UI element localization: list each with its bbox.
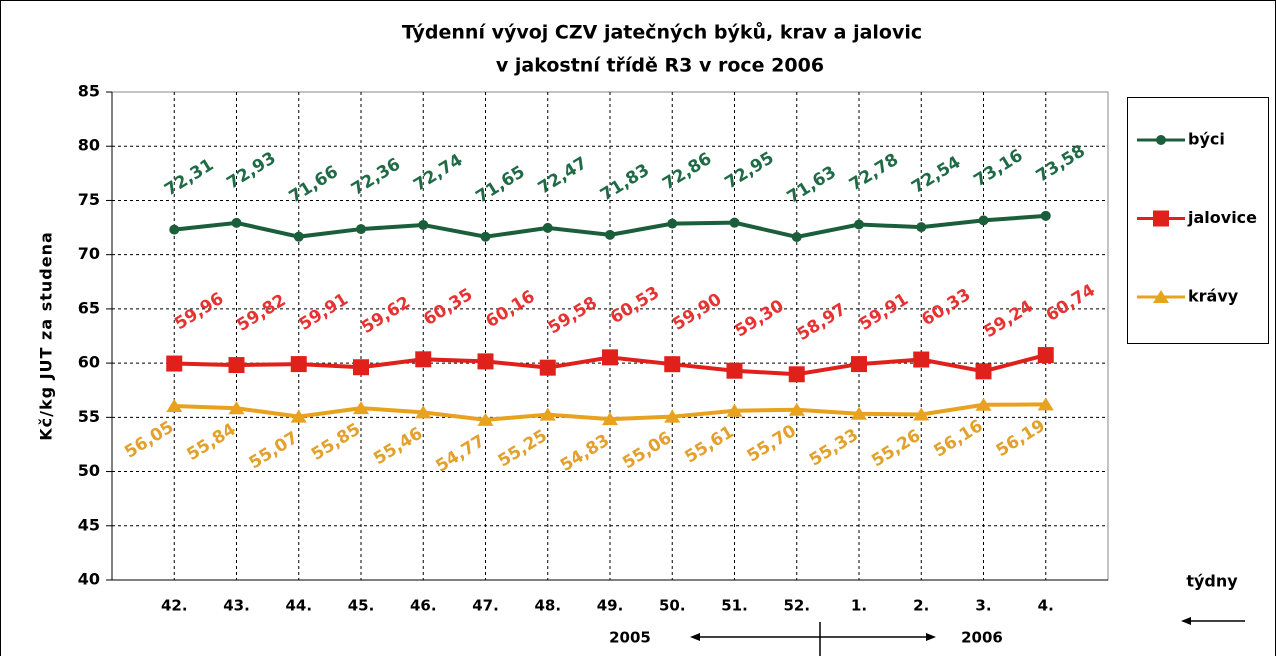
year-label: 2006	[961, 629, 1003, 647]
point	[1156, 135, 1166, 145]
point	[228, 357, 245, 374]
y-tick-label: 45	[78, 515, 100, 534]
point	[729, 217, 740, 228]
y-tick-label: 75	[78, 190, 100, 209]
point	[290, 356, 307, 373]
x-tick-label: 50.	[659, 597, 686, 615]
x-axis-label: týdny	[1186, 572, 1238, 591]
point	[854, 219, 864, 230]
point	[667, 218, 678, 229]
x-tick-label: 1.	[851, 597, 867, 615]
point	[975, 363, 992, 380]
point	[605, 229, 615, 240]
point	[664, 356, 681, 373]
x-tick-label: 48.	[534, 597, 561, 615]
legend	[1127, 97, 1269, 344]
point	[539, 407, 556, 421]
point	[664, 409, 681, 423]
y-tick-label: 60	[78, 353, 100, 372]
point	[415, 351, 432, 368]
point	[602, 412, 618, 426]
point	[166, 398, 183, 412]
point	[477, 353, 494, 370]
chart-title: Týdenní vývoj CZV jatečných býků, krav a…	[402, 21, 922, 44]
point	[290, 409, 307, 423]
year-label: 2005	[609, 629, 651, 647]
legend-label: býci	[1188, 130, 1225, 149]
point	[231, 217, 242, 228]
point	[169, 224, 180, 235]
y-axis-label: Kč/kg JUT za studena	[37, 231, 56, 441]
point	[1153, 290, 1169, 303]
point	[602, 349, 618, 366]
point	[353, 401, 369, 415]
point	[726, 362, 743, 379]
point	[228, 401, 245, 415]
point	[788, 366, 805, 383]
legend-label: jalovice	[1187, 208, 1257, 227]
x-tick-label: 42.	[161, 597, 188, 615]
point	[913, 351, 930, 368]
point	[293, 231, 304, 242]
y-tick-label: 50	[78, 461, 100, 480]
x-tick-label: 44.	[285, 597, 312, 615]
x-tick-label: 51.	[721, 597, 748, 615]
y-tick-label: 80	[78, 136, 100, 155]
y-tick-label: 85	[78, 82, 100, 101]
point	[1153, 210, 1169, 227]
point	[480, 231, 491, 242]
point	[913, 407, 930, 421]
y-tick-label: 40	[78, 570, 100, 589]
point	[353, 359, 369, 376]
x-tick-label: 45.	[348, 597, 375, 615]
y-tick-label: 65	[78, 298, 100, 317]
plot-area	[111, 91, 1109, 581]
point	[356, 224, 366, 235]
point	[791, 231, 802, 242]
point	[788, 402, 805, 416]
chart-title: v jakostní třídě R3 v roce 2006	[496, 55, 824, 77]
point	[916, 222, 927, 233]
x-tick-label: 4.	[1038, 597, 1054, 615]
x-tick-label: 2.	[913, 597, 929, 615]
point	[477, 412, 494, 426]
point	[418, 219, 429, 230]
x-tick-label: 46.	[410, 597, 437, 615]
point	[166, 355, 183, 372]
point	[1040, 210, 1051, 221]
point	[851, 406, 867, 420]
point	[1037, 347, 1054, 364]
point	[978, 215, 989, 226]
point	[415, 405, 432, 419]
x-tick-label: 3.	[975, 597, 991, 615]
point	[726, 403, 743, 417]
arrow-head	[1181, 617, 1191, 625]
x-tick-label: 47.	[472, 597, 499, 615]
x-tick-label: 49.	[597, 597, 624, 615]
x-tick-label: 43.	[223, 597, 250, 615]
point	[1037, 397, 1054, 411]
point	[851, 356, 867, 373]
x-tick-label: 52.	[783, 597, 810, 615]
point	[539, 359, 556, 376]
legend-label: krávy	[1188, 287, 1239, 306]
y-tick-label: 55	[78, 407, 100, 426]
y-tick-label: 70	[78, 244, 100, 263]
point	[975, 397, 992, 411]
point	[542, 222, 553, 233]
